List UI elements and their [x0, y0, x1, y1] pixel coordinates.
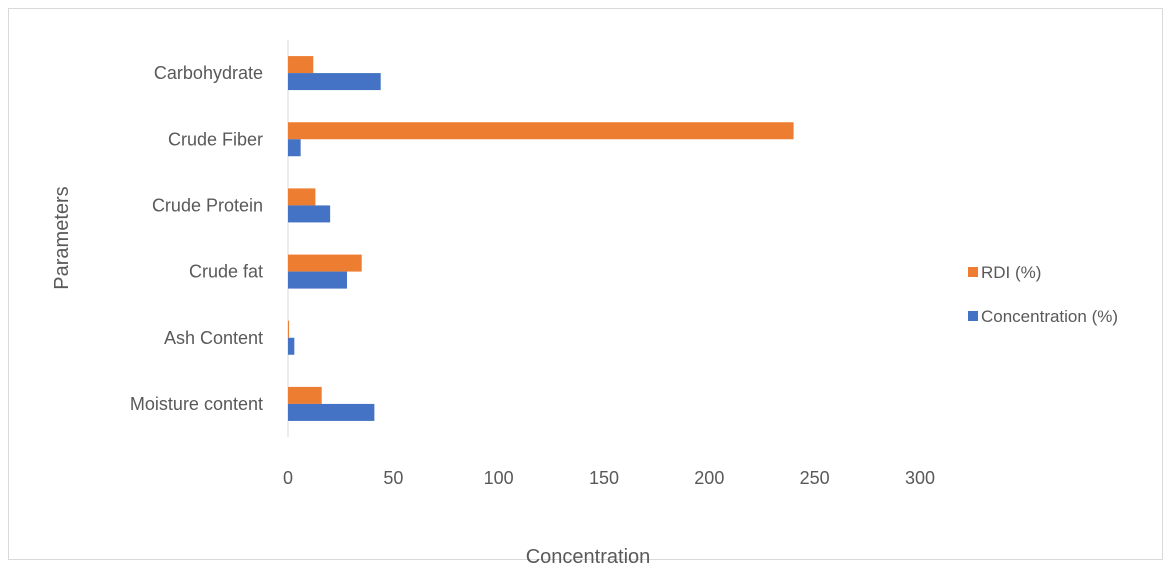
x-tick-label-50: 50: [383, 468, 403, 488]
bar-rdi-moisture-content: [288, 386, 322, 404]
category-label-crude-fat: Crude fat: [189, 262, 263, 282]
category-label-carbohydrate: Carbohydrate: [154, 63, 263, 83]
bar-concentration-crude-protein: [288, 205, 331, 223]
category-labels: Carbohydrate Crude Fiber Crude Protein Crud…: [130, 63, 263, 414]
chart-frame: [8, 8, 1163, 560]
legend-label-rdi: RDI (%): [981, 263, 1041, 282]
bar-concentration-ash-content: [288, 337, 295, 355]
legend-swatch-rdi: [968, 267, 978, 277]
bar-rdi-crude-fat: [288, 254, 362, 272]
category-label-ash-content: Ash Content: [164, 328, 263, 348]
y-axis-title: Parameters: [51, 186, 73, 289]
category-label-crude-fiber: Crude Fiber: [168, 129, 263, 149]
bar-rdi-crude-fiber: [288, 122, 794, 140]
category-label-crude-protein: Crude Protein: [152, 195, 263, 215]
category-label-moisture-content: Moisture content: [130, 394, 263, 414]
bar-concentration-carbohydrate: [288, 73, 381, 91]
bars-group: [288, 56, 794, 421]
bar-rdi-crude-protein: [288, 188, 316, 206]
x-tick-labels: 0 50 100 150 200 250 300: [283, 468, 935, 488]
bar-concentration-moisture-content: [288, 403, 375, 421]
legend-label-concentration: Concentration (%): [981, 307, 1118, 326]
legend: RDI (%) Concentration (%): [968, 263, 1118, 326]
x-axis-title: Concentration: [526, 546, 651, 568]
bar-rdi-ash-content: [288, 320, 290, 338]
bar-concentration-crude-fat: [288, 271, 347, 289]
x-tick-label-0: 0: [283, 468, 293, 488]
bar-rdi-carbohydrate: [288, 56, 314, 74]
x-tick-label-150: 150: [589, 468, 619, 488]
x-tick-label-250: 250: [800, 468, 830, 488]
legend-swatch-concentration: [968, 311, 978, 321]
x-tick-label-200: 200: [694, 468, 724, 488]
x-tick-label-300: 300: [905, 468, 935, 488]
x-tick-label-100: 100: [484, 468, 514, 488]
bar-concentration-crude-fiber: [288, 139, 301, 157]
